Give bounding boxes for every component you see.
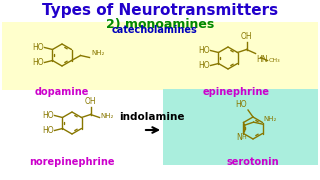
Text: NH₂: NH₂ [264,116,277,122]
Text: indolamine: indolamine [119,112,185,122]
Text: norepinephrine: norepinephrine [29,157,115,167]
Text: NH₂: NH₂ [92,50,105,55]
Text: HO: HO [32,43,44,52]
Text: HN: HN [257,55,268,64]
Text: HO: HO [236,100,247,109]
Text: CH₃: CH₃ [268,58,280,63]
Text: HO: HO [42,126,53,135]
Text: N: N [236,133,242,142]
Text: serotonin: serotonin [227,157,279,167]
Text: epinephrine: epinephrine [203,87,269,97]
Text: dopamine: dopamine [35,87,89,97]
Text: H: H [242,135,246,140]
Text: HO: HO [198,61,210,70]
Text: OH: OH [85,96,96,105]
Text: OH: OH [241,31,252,40]
FancyBboxPatch shape [163,89,318,165]
Text: HO: HO [198,46,210,55]
Text: NH₂: NH₂ [100,114,114,120]
Text: catecholamines: catecholamines [112,25,198,35]
Text: HO: HO [42,111,53,120]
Text: 2) monoamines: 2) monoamines [106,18,214,31]
Text: HO: HO [32,58,44,67]
Text: Types of Neurotransmitters: Types of Neurotransmitters [42,3,278,18]
FancyBboxPatch shape [2,22,318,90]
